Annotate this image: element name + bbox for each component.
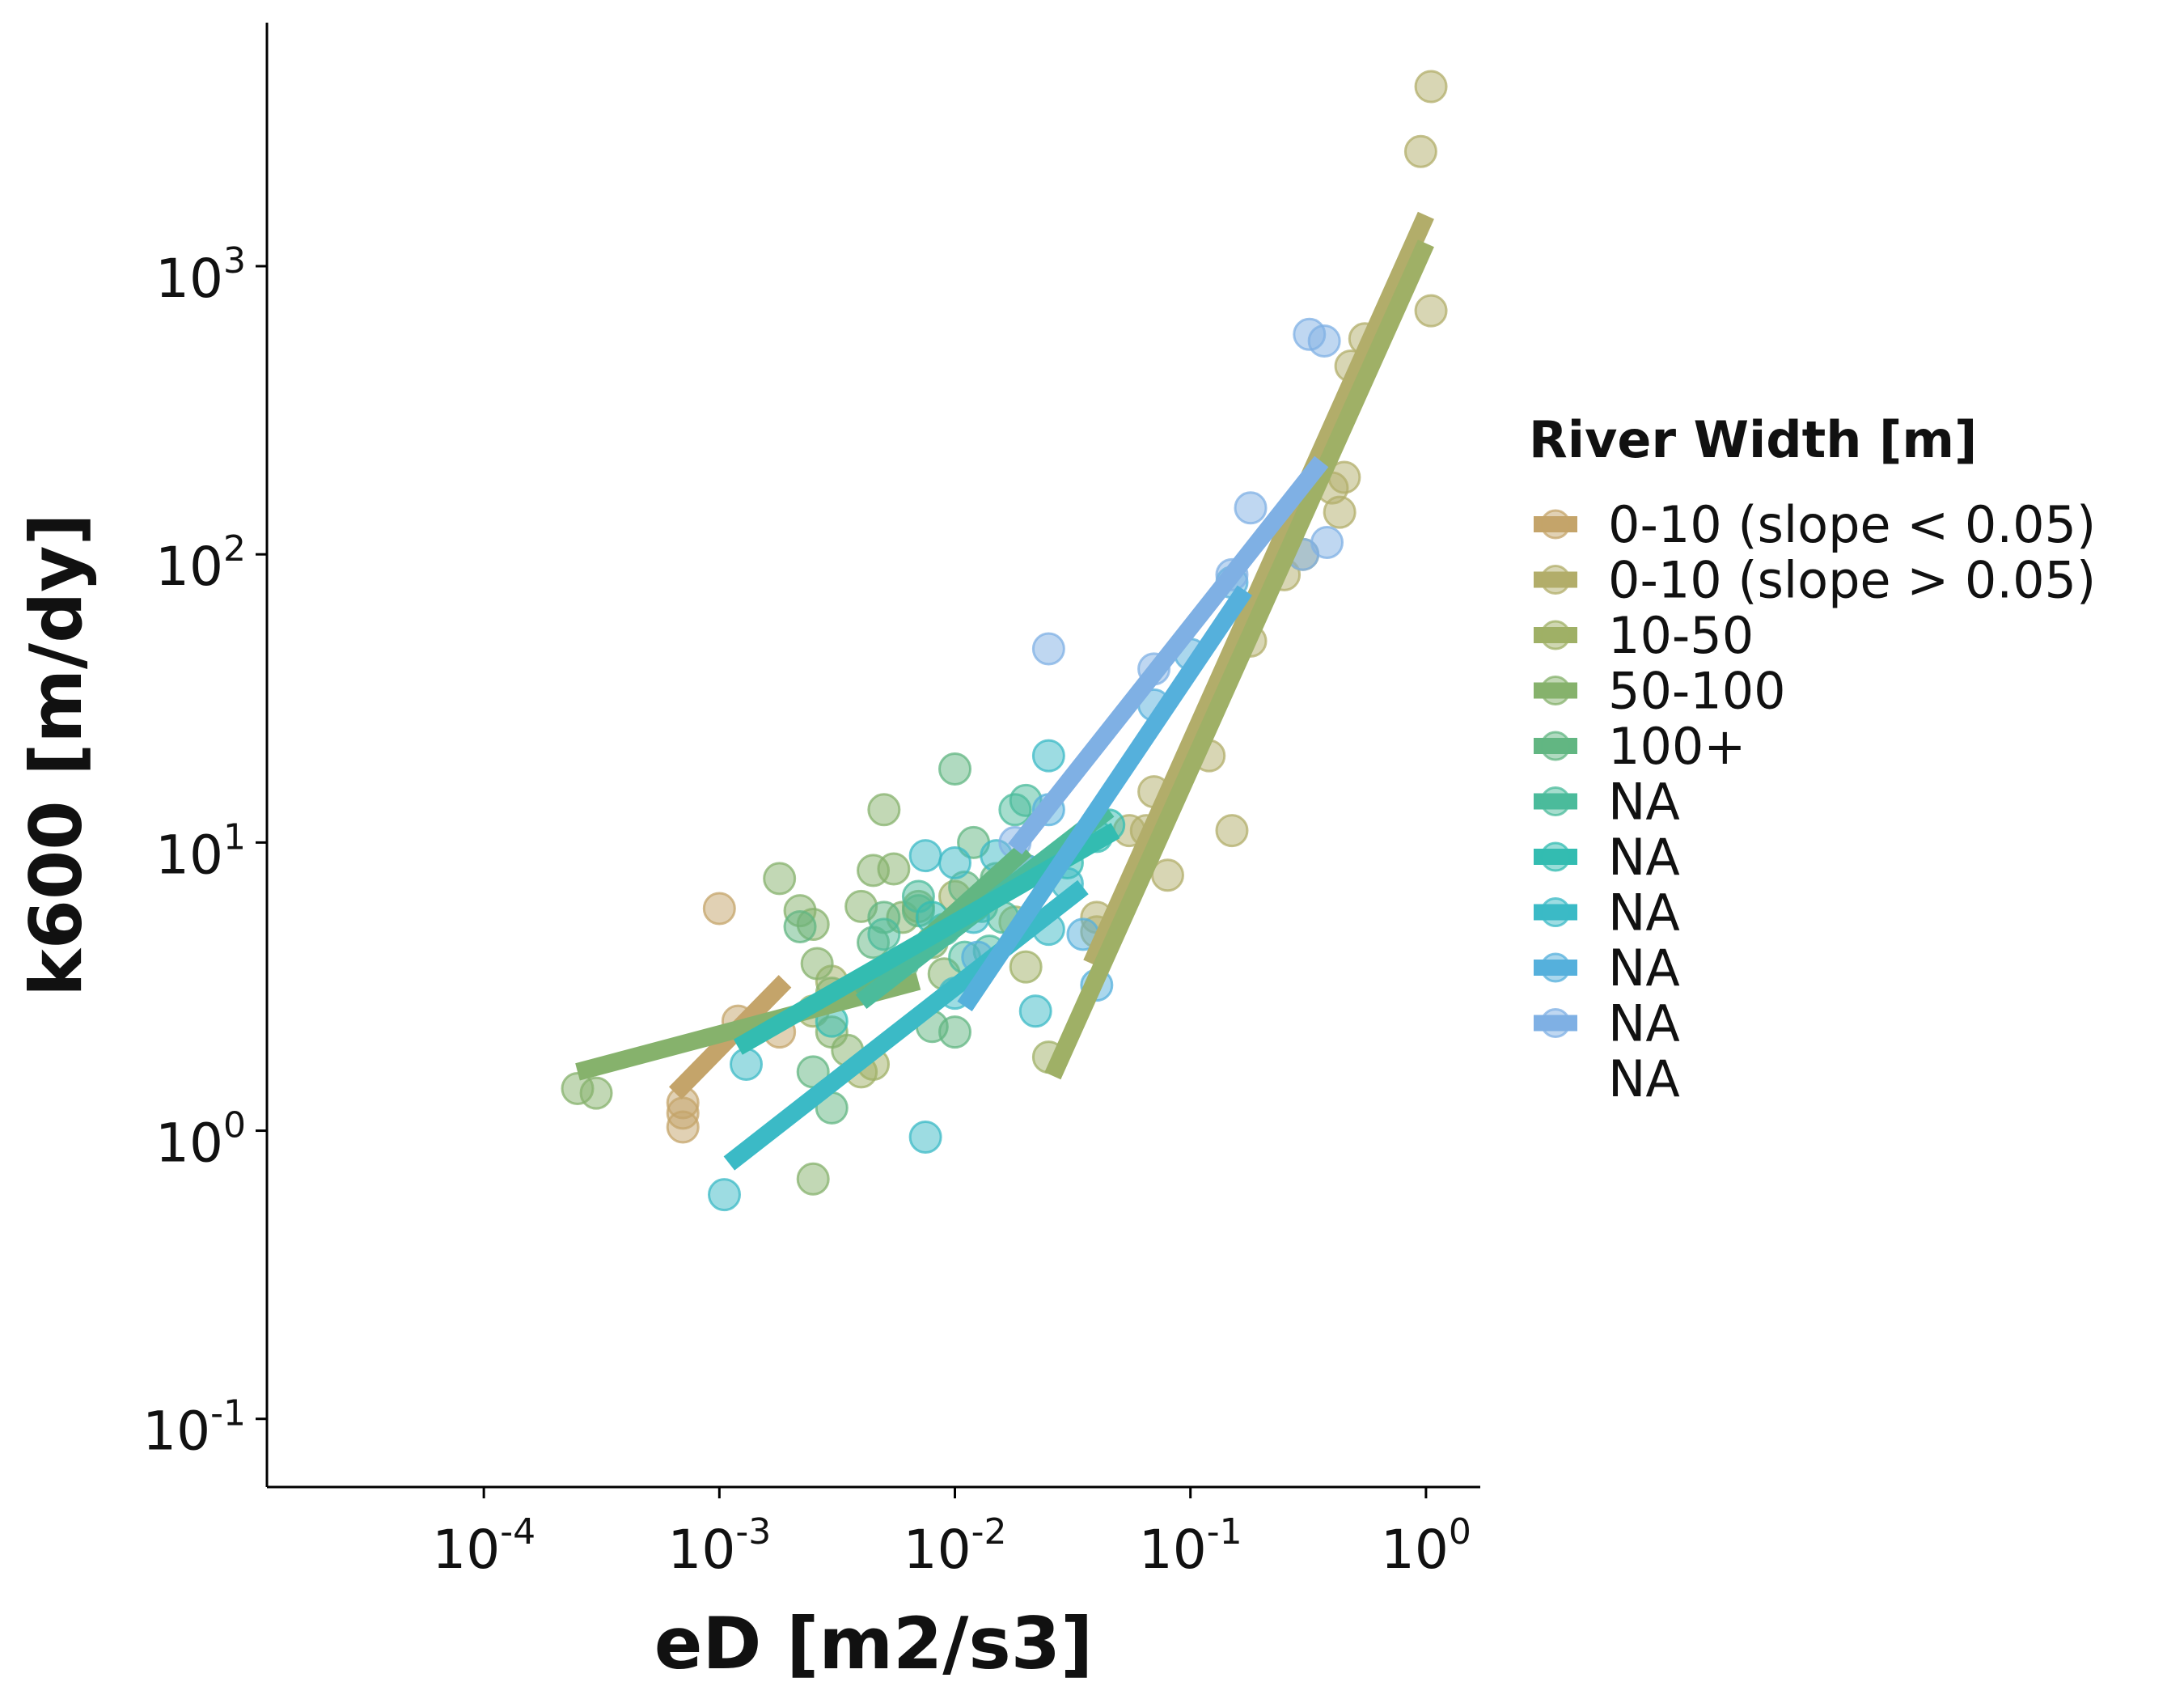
fit-line xyxy=(1044,239,1434,1080)
legend-swatch-marker xyxy=(1540,620,1571,650)
legend-label: 0-10 (slope > 0.05) xyxy=(1608,551,2096,610)
scatter-point xyxy=(707,1178,741,1212)
legend-label: 10-50 xyxy=(1608,606,1754,665)
y-tick-label: 103 xyxy=(155,240,246,310)
scatter-point xyxy=(1031,632,1065,666)
scatter-point xyxy=(796,1162,830,1196)
legend: River Width [m] 0-10 (slope < 0.05)0-10 … xyxy=(1529,410,2096,1108)
legend-label: NA xyxy=(1608,1049,1680,1108)
legend-swatch-marker xyxy=(1540,841,1571,872)
legend-label: 50-100 xyxy=(1608,662,1786,721)
y-tick-label: 101 xyxy=(155,816,246,886)
scatter-point xyxy=(867,793,901,827)
scatter-point xyxy=(1307,324,1341,358)
scatter-point xyxy=(1215,814,1249,848)
scatter-point xyxy=(800,947,834,981)
x-tick-label: 10-2 xyxy=(904,1511,1007,1581)
fit-line xyxy=(957,585,1252,1012)
fit-line xyxy=(1083,211,1434,968)
scatter-point xyxy=(1403,134,1437,168)
scatter-point xyxy=(877,852,911,886)
x-tick-label: 100 xyxy=(1381,1511,1471,1581)
scatter-point xyxy=(763,862,797,896)
scatter-point xyxy=(666,1096,700,1130)
legend-swatch-marker xyxy=(1540,897,1571,927)
legend-title: River Width [m] xyxy=(1529,410,1977,469)
y-axis-title: k600 [m/dy] xyxy=(15,513,98,996)
legend-label: NA xyxy=(1608,773,1680,832)
scatter-point xyxy=(1018,994,1052,1028)
legend-label: 0-10 (slope < 0.05) xyxy=(1608,495,2096,554)
axes: 10-4 10-3 10-2 10-1 100 10-1 100 101 102 103 eD … xyxy=(15,23,1480,1685)
x-tick-label: 10-4 xyxy=(432,1511,535,1581)
plot-area xyxy=(561,70,1448,1212)
scatter-point xyxy=(1310,525,1344,559)
scatter-point xyxy=(1414,294,1448,328)
scatter-point xyxy=(938,1015,972,1049)
scatter-point xyxy=(938,752,972,786)
legend-swatch-marker xyxy=(1540,1008,1571,1038)
scatter-point xyxy=(1234,491,1268,525)
legend-label: NA xyxy=(1608,938,1680,998)
scatter-point xyxy=(702,892,736,926)
legend-swatch-marker xyxy=(1540,731,1571,761)
x-ticks: 10-4 10-3 10-2 10-1 100 xyxy=(432,1487,1471,1581)
legend-swatch-marker xyxy=(1540,509,1571,540)
y-tick-label: 100 xyxy=(155,1105,246,1175)
y-ticks: 10-1 100 101 102 103 xyxy=(142,240,267,1463)
x-axis-title: eD [m2/s3] xyxy=(654,1602,1093,1685)
scatter-point xyxy=(867,917,901,951)
scatter-point xyxy=(908,839,942,873)
legend-swatch-marker xyxy=(1540,565,1571,595)
x-tick-label: 10-1 xyxy=(1139,1511,1242,1581)
legend-label: 100+ xyxy=(1608,717,1746,776)
scatter-point xyxy=(730,1047,764,1081)
y-tick-label: 102 xyxy=(155,528,246,598)
legend-swatch-marker xyxy=(1540,786,1571,816)
fit-line xyxy=(1008,455,1329,855)
legend-label: NA xyxy=(1608,883,1680,943)
scatter-point xyxy=(1031,739,1065,773)
fit-lines xyxy=(575,211,1434,1171)
y-tick-label: 10-1 xyxy=(142,1393,246,1463)
scatter-point xyxy=(579,1076,613,1110)
legend-swatch-marker xyxy=(1540,676,1571,705)
x-tick-label: 10-3 xyxy=(667,1511,771,1581)
scatter-point xyxy=(1414,70,1448,104)
legend-label: NA xyxy=(1608,994,1680,1053)
scatter-point xyxy=(783,910,817,944)
scatter-point xyxy=(908,1120,942,1154)
legend-label: NA xyxy=(1608,828,1680,887)
legend-swatch-marker xyxy=(1540,952,1571,983)
scatter-point xyxy=(1009,950,1043,984)
scatter-point xyxy=(938,846,972,880)
